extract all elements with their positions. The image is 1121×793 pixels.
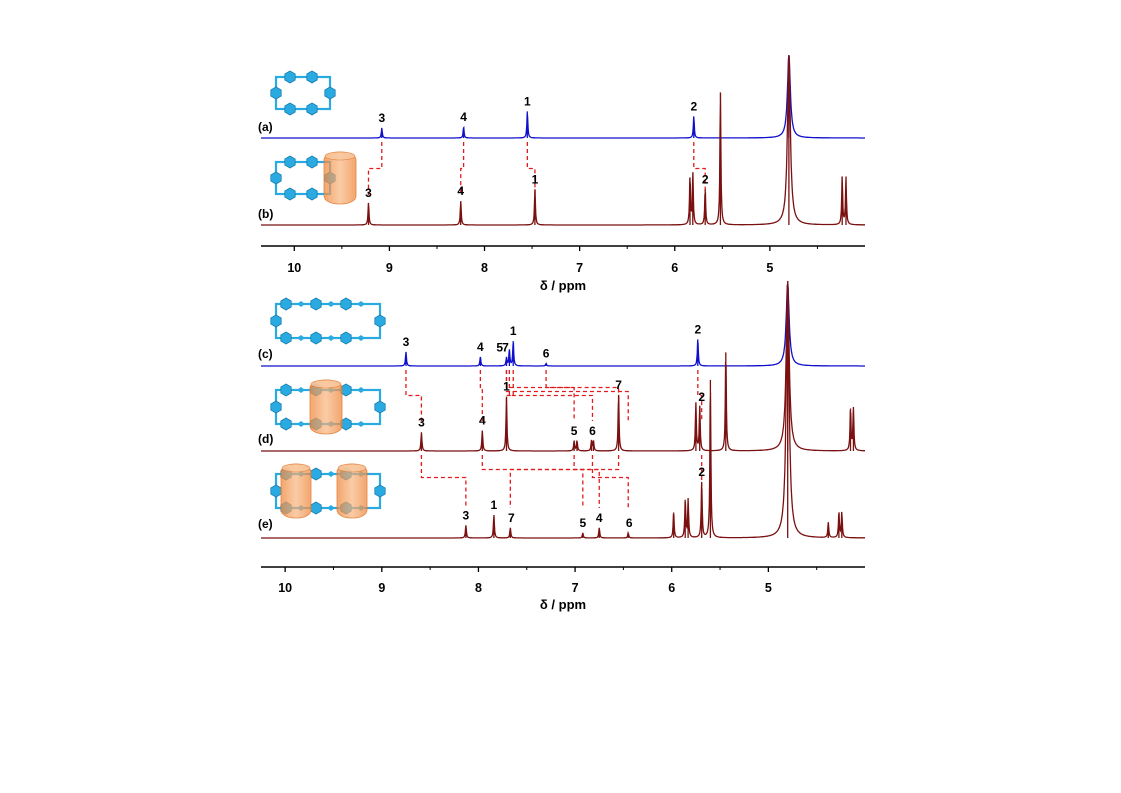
peak-label: 3 bbox=[463, 508, 470, 522]
correlation-line bbox=[479, 370, 483, 421]
peak-label: 1 bbox=[524, 94, 531, 108]
x-tick-label: 5 bbox=[766, 261, 773, 275]
macrocycle-large-two-cage-icon bbox=[270, 463, 386, 519]
macrocycle-large-icon bbox=[270, 297, 386, 345]
x-tick-label: 7 bbox=[572, 581, 579, 595]
correlation-line bbox=[526, 142, 536, 195]
x-axis-title: δ / ppm bbox=[540, 597, 586, 612]
spectrum-c bbox=[261, 283, 865, 367]
peak-label: 6 bbox=[589, 424, 596, 438]
peak-label: 1 bbox=[503, 380, 510, 394]
peak-label: 3 bbox=[365, 186, 372, 200]
correlation-line bbox=[481, 455, 584, 508]
peak-label: 7 bbox=[502, 341, 509, 355]
peak-label: 1 bbox=[532, 172, 539, 186]
x-axis: 10 9 8 7 6 5 bbox=[261, 566, 865, 595]
correlation-line bbox=[509, 455, 620, 508]
correlation-line bbox=[697, 370, 703, 421]
correlation-lines bbox=[367, 142, 706, 195]
panel-tag-d: (d) bbox=[258, 432, 273, 446]
x-tick-label: 10 bbox=[278, 581, 292, 595]
x-tick-label: 8 bbox=[481, 261, 488, 275]
spectrum-d bbox=[261, 281, 865, 452]
panel-tag-e: (e) bbox=[258, 517, 273, 531]
panel-tag-c: (c) bbox=[258, 347, 273, 361]
x-tick-label: 7 bbox=[576, 261, 583, 275]
correlation-line bbox=[508, 370, 594, 421]
x-tick-label: 10 bbox=[287, 261, 301, 275]
peak-label: 4 bbox=[457, 184, 464, 198]
macrocycle-large-one-cage-icon bbox=[270, 379, 386, 435]
correlation-lines bbox=[405, 370, 703, 508]
chart-top: 3 4 1 2 3 4 1 2 (a) (b) 10 9 8 7 6 5 δ / ppm bbox=[258, 55, 865, 293]
peak-label: 4 bbox=[596, 511, 603, 525]
panel-tag-b: (b) bbox=[258, 207, 273, 221]
x-tick-label: 8 bbox=[475, 581, 482, 595]
x-axis: 10 9 8 7 6 5 bbox=[261, 245, 865, 275]
schematic-icons bbox=[270, 70, 386, 519]
peak-label: 2 bbox=[698, 465, 705, 479]
correlation-line bbox=[420, 455, 467, 508]
peak-label: 5 bbox=[496, 341, 503, 355]
peak-label: 2 bbox=[694, 322, 701, 336]
correlation-line bbox=[505, 370, 629, 421]
peak-label: 4 bbox=[460, 110, 467, 124]
peak-label: 3 bbox=[418, 415, 425, 429]
x-tick-label: 9 bbox=[378, 581, 385, 595]
peak-label: 1 bbox=[510, 324, 517, 338]
peak-label: 2 bbox=[698, 390, 705, 404]
correlation-line bbox=[693, 142, 706, 195]
x-tick-label: 5 bbox=[765, 581, 772, 595]
correlation-line bbox=[405, 370, 423, 421]
peak-label: 3 bbox=[403, 335, 410, 349]
peak-label: 2 bbox=[702, 172, 709, 186]
correlation-line bbox=[460, 142, 465, 195]
x-axis-title: δ / ppm bbox=[540, 278, 586, 293]
correlation-line bbox=[505, 370, 575, 421]
peak-label: 6 bbox=[626, 516, 633, 530]
correlation-line bbox=[591, 455, 629, 508]
panel-tag-a: (a) bbox=[258, 120, 273, 134]
peak-label: 6 bbox=[543, 347, 550, 361]
peak-label: 5 bbox=[579, 516, 586, 530]
spectrum-e bbox=[261, 283, 865, 539]
peak-label: 1 bbox=[491, 498, 498, 512]
x-tick-label: 9 bbox=[386, 261, 393, 275]
peak-label: 5 bbox=[571, 424, 578, 438]
x-tick-label: 6 bbox=[671, 261, 678, 275]
x-tick-label: 6 bbox=[668, 581, 675, 595]
peak-label: 4 bbox=[479, 414, 486, 428]
peak-label: 3 bbox=[378, 111, 385, 125]
peak-label: 2 bbox=[690, 99, 697, 113]
spectrum-b bbox=[261, 55, 865, 226]
peak-label: 4 bbox=[477, 340, 484, 354]
correlation-line bbox=[573, 455, 600, 508]
macrocycle-small-icon bbox=[270, 70, 336, 116]
peak-label: 7 bbox=[615, 378, 622, 392]
macrocycle-small-one-cage-icon bbox=[270, 151, 357, 205]
spectrum-a bbox=[261, 55, 865, 139]
peak-labels: 3 4 1 2 3 4 1 2 bbox=[365, 94, 709, 199]
peak-label: 7 bbox=[508, 511, 515, 525]
